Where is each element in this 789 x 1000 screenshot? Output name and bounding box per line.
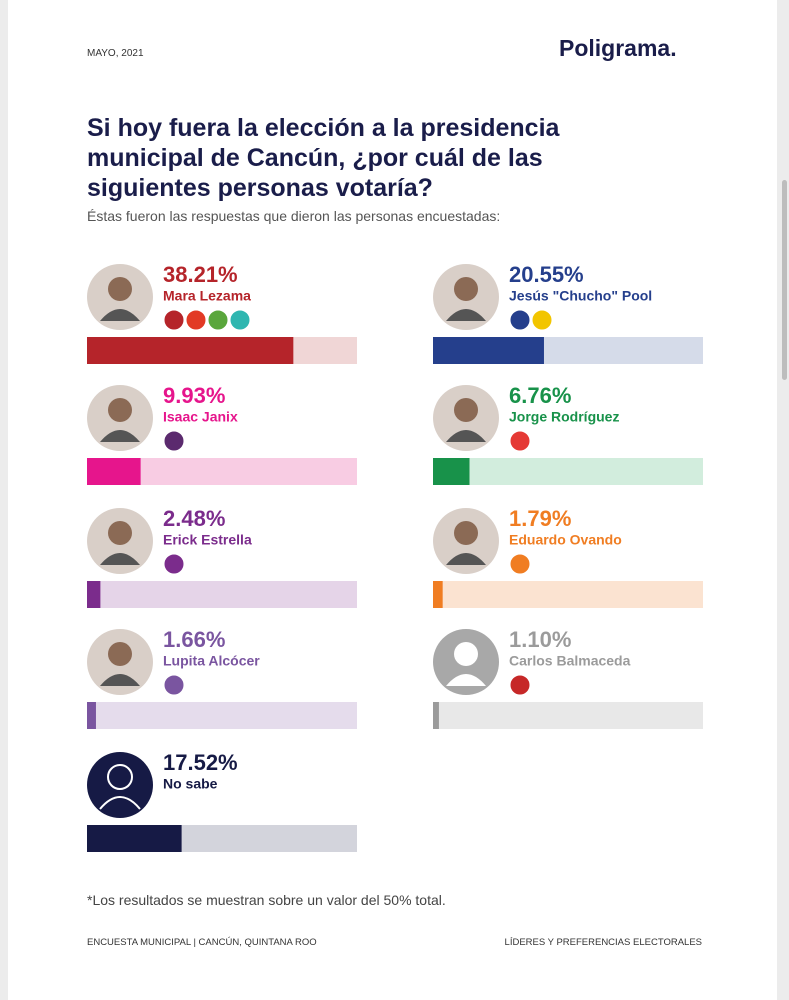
value-label: 20.55%: [509, 262, 584, 287]
photo-body: [446, 674, 486, 686]
bar-track: [433, 458, 703, 485]
bar: [433, 702, 439, 729]
photo-head: [454, 277, 478, 301]
photo-head: [108, 398, 132, 422]
chart-title: Si hoy fuera la elección a la presidenci…: [87, 114, 560, 202]
bar: [87, 337, 294, 364]
chart: 38.21%Mara Lezama 20.55%Jesús "Chucho" Po…: [87, 262, 703, 852]
party-logo: [163, 430, 185, 452]
bar: [433, 337, 544, 364]
photo-body: [100, 430, 140, 442]
photo-head: [108, 521, 132, 545]
bar: [433, 458, 470, 485]
photo-head: [454, 398, 478, 422]
brand: Poligrama.: [559, 35, 677, 61]
photo-body: [100, 553, 140, 565]
value-label: 6.76%: [509, 383, 571, 408]
candidate-name: Mara Lezama: [163, 288, 251, 304]
page-edge: [777, 0, 789, 1000]
bar: [87, 581, 101, 608]
party-logo: [509, 674, 531, 696]
photo-head: [454, 642, 478, 666]
party-logo: [509, 309, 531, 331]
candidate-name: No sabe: [163, 776, 218, 792]
value-label: 1.79%: [509, 506, 571, 531]
bar: [87, 825, 182, 852]
candidate-name: Jorge Rodríguez: [509, 409, 619, 425]
bar-track: [433, 702, 703, 729]
party-logo: [531, 309, 553, 331]
photo-head: [454, 521, 478, 545]
bar: [87, 458, 141, 485]
value-label: 9.93%: [163, 383, 225, 408]
candidate-name: Jesús "Chucho" Pool: [509, 288, 652, 304]
candidate-name: Erick Estrella: [163, 532, 252, 548]
party-logo: [163, 553, 185, 575]
photo-body: [100, 309, 140, 321]
party-logo: [207, 309, 229, 331]
photo: [87, 752, 153, 818]
bar-track: [87, 702, 357, 729]
value-label: 2.48%: [163, 506, 225, 531]
candidate-name: Eduardo Ovando: [509, 532, 622, 548]
note: *Los resultados se muestran sobre un val…: [87, 892, 446, 908]
value-label: 1.66%: [163, 627, 225, 652]
photo-body: [446, 553, 486, 565]
photo-body: [99, 796, 141, 810]
bar: [433, 581, 443, 608]
party-logo: [509, 553, 531, 575]
bar-track: [87, 581, 357, 608]
bar: [87, 702, 96, 729]
page-edge: [0, 0, 8, 1000]
scrollbar[interactable]: [782, 180, 787, 380]
party-logo: [163, 674, 185, 696]
party-logo: [509, 430, 531, 452]
photo-body: [446, 309, 486, 321]
candidate-name: Carlos Balmaceda: [509, 653, 631, 669]
photo-head: [108, 642, 132, 666]
date: MAYO, 2021: [87, 48, 144, 59]
footer-left: ENCUESTA MUNICIPAL | CANCÚN, QUINTANA RO…: [87, 937, 317, 948]
candidate-name: Lupita Alcócer: [163, 653, 260, 669]
value-label: 17.52%: [163, 750, 238, 775]
photo-head: [108, 277, 132, 301]
party-logo: [185, 309, 207, 331]
bar-track: [433, 581, 703, 608]
party-logo: [229, 309, 251, 331]
photo-head: [107, 764, 133, 790]
candidate-name: Isaac Janix: [163, 409, 238, 425]
value-label: 38.21%: [163, 262, 238, 287]
photo-body: [446, 430, 486, 442]
party-logo: [163, 309, 185, 331]
photo-body: [100, 674, 140, 686]
value-label: 1.10%: [509, 627, 571, 652]
chart-subtitle: Éstas fueron las respuestas que dieron l…: [87, 208, 501, 224]
footer-right: LÍDERES Y PREFERENCIAS ELECTORALES: [504, 937, 702, 948]
